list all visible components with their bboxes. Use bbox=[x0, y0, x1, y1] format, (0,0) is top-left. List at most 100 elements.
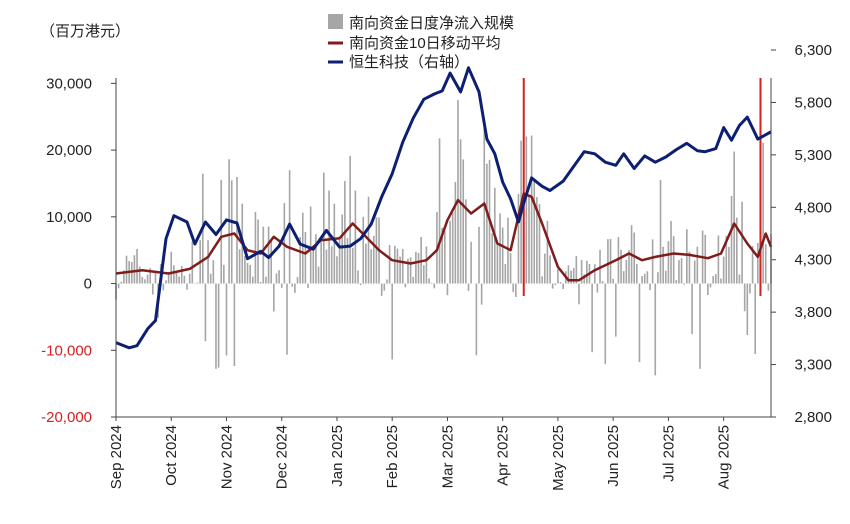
daily-inflow-bar bbox=[165, 280, 167, 284]
daily-inflow-bar bbox=[154, 271, 157, 284]
daily-inflow-bar bbox=[299, 237, 301, 284]
axes bbox=[115, 78, 772, 418]
daily-inflow-bar bbox=[259, 281, 262, 284]
daily-inflow-bar bbox=[133, 255, 136, 284]
daily-inflow-bar bbox=[412, 276, 415, 284]
daily-inflow-bar bbox=[430, 282, 433, 284]
series-lines bbox=[115, 66, 773, 350]
daily-inflow-bar bbox=[749, 283, 751, 294]
daily-inflow-bar bbox=[551, 283, 554, 289]
daily-inflow-bar bbox=[230, 180, 233, 284]
daily-inflow-bar bbox=[370, 249, 372, 284]
daily-inflow-bar bbox=[167, 271, 170, 284]
daily-inflow-bar bbox=[215, 283, 217, 369]
daily-inflow-bar bbox=[328, 190, 330, 284]
daily-inflow-bar bbox=[617, 237, 620, 284]
daily-inflow-bar bbox=[501, 227, 504, 284]
right-tick-label: 2,800 bbox=[794, 409, 832, 426]
daily-inflow-bar bbox=[399, 256, 401, 284]
daily-inflow-bar bbox=[146, 274, 149, 284]
daily-inflow-bar bbox=[683, 283, 686, 285]
daily-inflow-bar bbox=[470, 241, 472, 284]
daily-inflow-bar bbox=[530, 135, 533, 284]
daily-inflow-bar bbox=[496, 243, 499, 284]
daily-inflow-bar bbox=[557, 269, 559, 284]
daily-inflow-bar bbox=[720, 278, 722, 284]
x-tick-label: Jun 2025 bbox=[605, 425, 622, 487]
daily-inflow-bar bbox=[286, 283, 288, 355]
daily-inflow-bar bbox=[180, 266, 183, 284]
daily-inflow-bar bbox=[212, 260, 215, 284]
hstech-line bbox=[115, 66, 772, 350]
daily-inflow-bar bbox=[265, 276, 267, 284]
daily-inflow-bar bbox=[633, 232, 636, 284]
right-tick-label: 4,300 bbox=[794, 252, 832, 269]
daily-inflow-bar bbox=[422, 265, 425, 284]
daily-inflow-bar bbox=[628, 250, 630, 284]
daily-inflow-bar bbox=[415, 251, 417, 284]
x-tick-label: Aug 2025 bbox=[716, 425, 733, 489]
daily-inflow-bar bbox=[291, 283, 294, 287]
x-tick-label: Dec 2024 bbox=[274, 425, 291, 489]
daily-inflow-bar bbox=[196, 282, 199, 284]
daily-inflow-bar bbox=[251, 276, 254, 284]
daily-inflow-bar bbox=[583, 274, 586, 284]
daily-inflow-bar bbox=[336, 256, 338, 284]
daily-inflow-bar bbox=[315, 234, 317, 284]
x-tick-label: Jul 2025 bbox=[660, 425, 677, 482]
left-tick-label: 30,000 bbox=[46, 75, 92, 92]
daily-inflow-bar bbox=[386, 279, 388, 284]
daily-inflow-bar bbox=[304, 232, 307, 284]
daily-inflow-bar bbox=[670, 220, 672, 284]
daily-inflow-bar bbox=[141, 276, 144, 284]
daily-inflow-bar bbox=[138, 266, 141, 284]
daily-inflow-bar bbox=[735, 217, 738, 284]
daily-inflow-bar bbox=[278, 270, 280, 284]
x-tick-label: May 2025 bbox=[550, 425, 567, 491]
daily-inflow-bar bbox=[688, 251, 691, 284]
daily-inflow-bar bbox=[654, 283, 657, 376]
daily-inflow-bar bbox=[554, 283, 557, 286]
daily-inflow-bar bbox=[188, 273, 191, 284]
daily-inflow-bar bbox=[754, 283, 757, 354]
daily-inflow-bar bbox=[346, 238, 349, 284]
daily-inflow-bar bbox=[294, 283, 296, 293]
daily-inflow-bar bbox=[217, 283, 220, 368]
daily-inflow-bar bbox=[672, 236, 675, 284]
daily-inflow-bar bbox=[383, 283, 386, 291]
daily-inflow-bar bbox=[223, 264, 225, 284]
daily-inflow-bar bbox=[743, 283, 746, 312]
daily-inflow-bar bbox=[570, 270, 572, 284]
daily-inflow-bar bbox=[643, 273, 646, 284]
daily-inflow-bar bbox=[675, 280, 678, 284]
daily-inflow-bar bbox=[301, 212, 304, 284]
daily-inflow-bar bbox=[388, 245, 391, 284]
left-tick-label: 10,000 bbox=[46, 209, 92, 226]
daily-inflow-bar bbox=[220, 179, 223, 284]
left-tick-label: -20,000 bbox=[41, 409, 92, 426]
daily-inflow-bar bbox=[536, 197, 538, 284]
daily-inflow-bar bbox=[636, 263, 638, 284]
daily-inflow-bar bbox=[714, 274, 717, 284]
daily-inflow-bar bbox=[267, 226, 270, 284]
daily-inflow-bar bbox=[712, 276, 714, 284]
left-tick-label: -10,000 bbox=[41, 342, 92, 359]
daily-inflow-bar bbox=[567, 265, 570, 284]
daily-inflow-bar bbox=[233, 283, 236, 367]
x-tick-label: Jan 2025 bbox=[329, 425, 346, 487]
daily-inflow-bar bbox=[401, 249, 404, 284]
daily-inflow-bar bbox=[446, 283, 449, 296]
daily-inflow-bar bbox=[173, 265, 175, 284]
daily-inflow-bar bbox=[204, 283, 207, 342]
daily-inflow-bar bbox=[462, 159, 465, 284]
daily-inflow-bar bbox=[178, 276, 180, 284]
right-tick-label: 3,800 bbox=[794, 304, 832, 321]
daily-inflow-bar bbox=[515, 283, 517, 297]
daily-inflow-bar bbox=[475, 283, 478, 356]
daily-inflow-bar bbox=[125, 255, 128, 284]
daily-inflow-bar bbox=[691, 283, 693, 335]
daily-inflow-bar bbox=[533, 179, 536, 284]
daily-inflow-bar bbox=[459, 139, 462, 284]
daily-inflow-bar bbox=[709, 283, 712, 288]
daily-inflow-bar bbox=[593, 264, 596, 284]
